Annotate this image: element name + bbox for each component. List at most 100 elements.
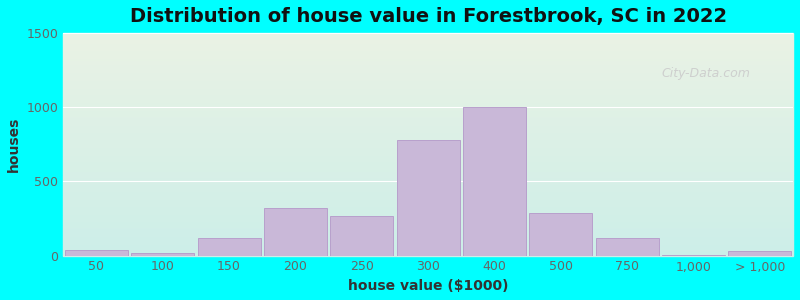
Bar [63, 49, 793, 50]
Bar [63, 43, 793, 44]
Bar [63, 188, 793, 189]
Bar [63, 231, 793, 232]
Bar [63, 101, 793, 102]
Bar [63, 109, 793, 110]
Bar [63, 159, 793, 160]
Bar [63, 169, 793, 170]
Bar [63, 155, 793, 157]
Bar [63, 81, 793, 82]
Bar [63, 39, 793, 40]
Bar [63, 216, 793, 217]
Bar [63, 221, 793, 222]
Text: City-Data.com: City-Data.com [662, 67, 750, 80]
Bar [63, 76, 793, 78]
Bar [63, 157, 793, 158]
Bar [63, 105, 793, 106]
Bar [63, 64, 793, 65]
X-axis label: house value ($1000): house value ($1000) [348, 279, 508, 293]
Bar [63, 114, 793, 116]
Bar [63, 150, 793, 151]
Bar [63, 187, 793, 188]
Bar [63, 35, 793, 36]
Bar [63, 248, 793, 249]
Bar [63, 222, 793, 224]
Bar [63, 220, 793, 221]
Bar [63, 47, 793, 49]
Bar [463, 107, 526, 256]
Bar [63, 183, 793, 184]
Bar [63, 103, 793, 104]
Bar [63, 44, 793, 45]
Bar [63, 98, 793, 99]
Bar [63, 104, 793, 105]
Bar [63, 254, 793, 256]
Bar [63, 236, 793, 237]
Bar [63, 106, 793, 108]
Bar [397, 140, 460, 256]
Bar [63, 84, 793, 86]
Bar [63, 46, 793, 47]
Bar [63, 94, 793, 95]
Bar [63, 164, 793, 166]
Bar [63, 62, 793, 63]
Bar [63, 200, 793, 201]
Bar [63, 180, 793, 181]
Bar [63, 228, 793, 229]
Bar [63, 72, 793, 73]
Bar [63, 185, 793, 187]
Bar [63, 33, 793, 34]
Title: Distribution of house value in Forestbrook, SC in 2022: Distribution of house value in Forestbro… [130, 7, 726, 26]
Bar [63, 243, 793, 244]
Bar [63, 111, 793, 112]
Bar [63, 230, 793, 231]
Bar [63, 198, 793, 199]
Bar [63, 226, 793, 227]
Bar [63, 123, 793, 124]
Bar [63, 74, 793, 75]
Bar [63, 89, 793, 90]
Bar [63, 73, 793, 74]
Bar [63, 88, 793, 89]
Bar [63, 51, 793, 52]
Bar [63, 132, 793, 133]
Bar [63, 92, 793, 93]
Bar [63, 124, 793, 125]
Bar [63, 163, 793, 164]
Bar [63, 110, 793, 111]
Bar [63, 178, 793, 179]
Bar [63, 54, 793, 55]
Bar [63, 252, 793, 253]
Bar [63, 38, 793, 39]
Bar [63, 118, 793, 119]
Bar [63, 144, 793, 145]
Bar [63, 244, 793, 246]
Bar [63, 129, 793, 130]
Bar [63, 229, 793, 230]
Bar [530, 213, 592, 256]
Bar [63, 71, 793, 72]
Bar [63, 56, 793, 58]
Bar [63, 224, 793, 226]
Bar [63, 141, 793, 142]
Bar [65, 250, 128, 256]
Bar [662, 255, 725, 256]
Bar [63, 162, 793, 163]
Bar [63, 148, 793, 149]
Bar [63, 177, 793, 178]
Bar [63, 86, 793, 88]
Bar [63, 209, 793, 210]
Bar [63, 246, 793, 247]
Bar [63, 193, 793, 194]
Bar [63, 235, 793, 236]
Bar [63, 218, 793, 219]
Bar [63, 192, 793, 193]
Bar [63, 52, 793, 53]
Bar [63, 166, 793, 167]
Bar [63, 212, 793, 213]
Bar [63, 240, 793, 241]
Bar [63, 170, 793, 171]
Bar [63, 53, 793, 54]
Bar [63, 184, 793, 185]
Bar [63, 108, 793, 109]
Bar [63, 147, 793, 148]
